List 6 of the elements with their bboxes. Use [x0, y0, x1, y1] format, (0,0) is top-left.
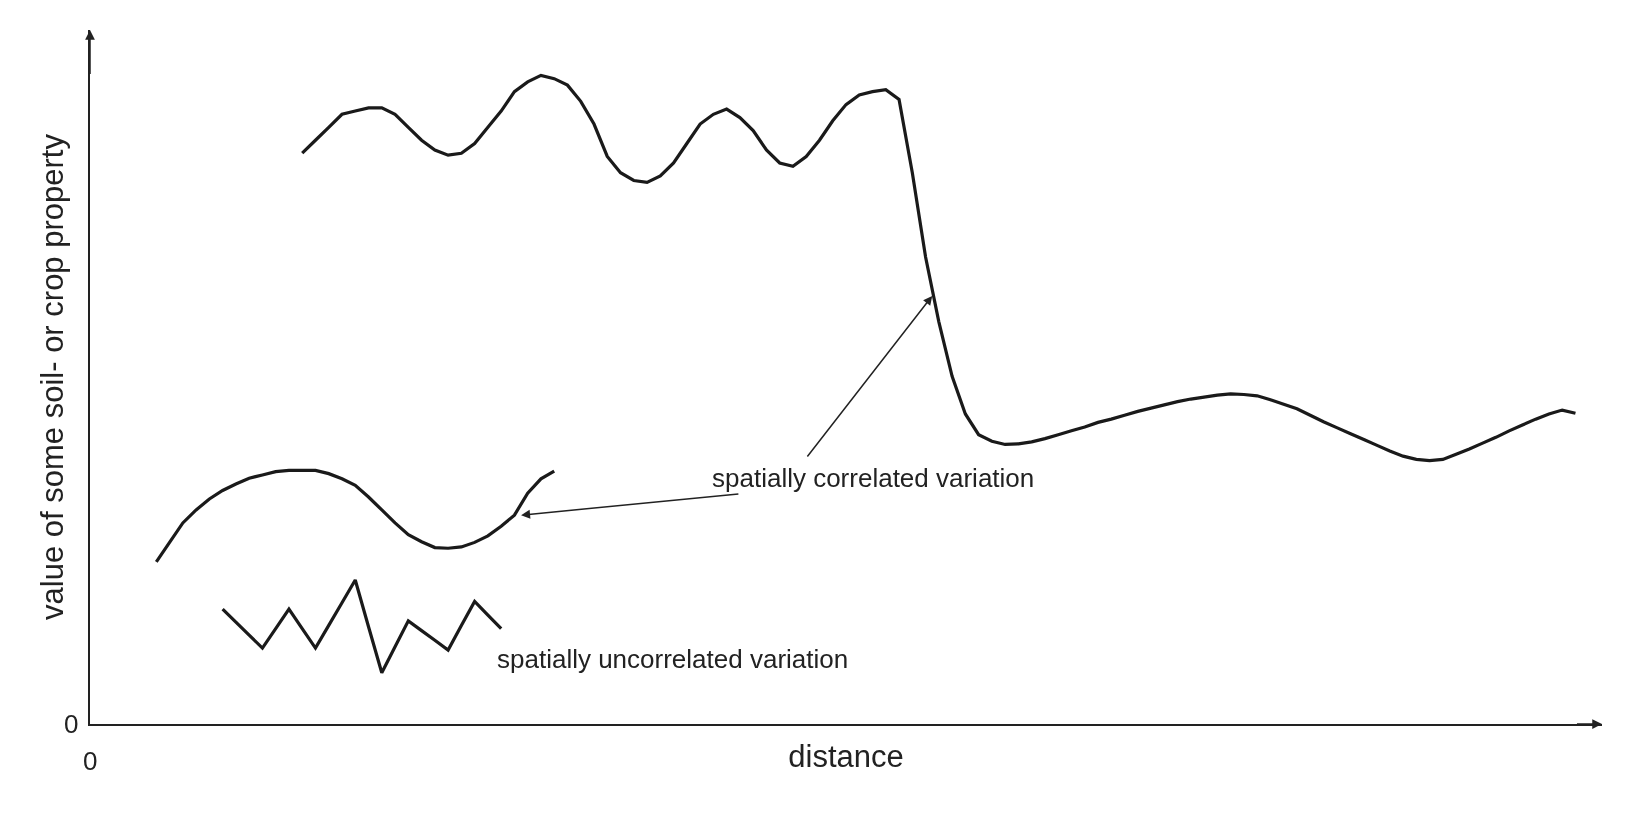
x-axis-title: distance	[788, 738, 904, 774]
annotation: spatially correlated variation	[712, 463, 1035, 493]
text: 0	[83, 746, 98, 776]
series-label: spatially uncorrelated variation	[497, 644, 849, 674]
y-axis-title: value of some soil- or crop property	[35, 133, 71, 620]
text: 0	[64, 709, 79, 739]
